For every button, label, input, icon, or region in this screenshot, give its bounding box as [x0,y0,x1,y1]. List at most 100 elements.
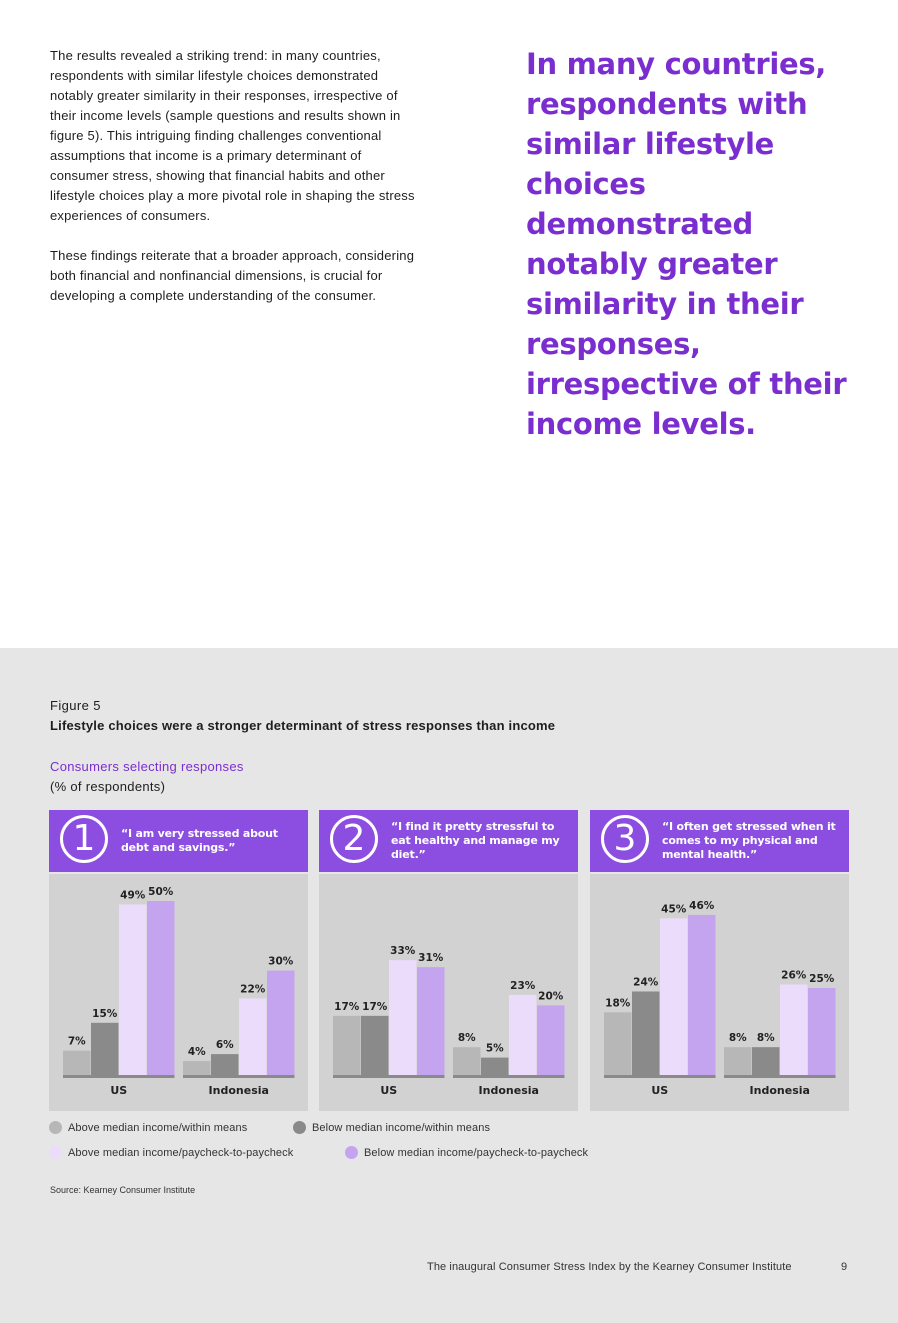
bar-indonesia-series-2 [481,1057,509,1075]
bar-indonesia-series-1 [183,1061,211,1075]
figure-unit: (% of respondents) [50,779,166,794]
intro-paragraph-2: These findings reiterate that a broader … [50,248,415,303]
axis-baseline [724,1075,836,1078]
source-note: Source: Kearney Consumer Institute [50,1185,196,1195]
data-label: 22% [240,983,266,995]
pull-quote: In many countries, respondents with simi… [526,47,847,441]
category-label: US [380,1084,397,1097]
chart-panel-1: 1 “I am very stressed about debt and sav… [49,810,308,1111]
bar-us-series-3 [119,904,147,1075]
bar-us-series-4 [417,967,445,1075]
panel-number-badge: 3 [601,815,649,863]
chart-panel-3: 3 “I often get stressed when it comes to… [590,810,849,1111]
legend-item-4: Below median income/paycheck-to-paycheck [345,1146,588,1159]
panel-question: “I am very stressed about debt and savin… [121,827,278,854]
legend-swatch [293,1121,306,1134]
category-label: US [651,1084,668,1097]
data-label: 18% [605,997,631,1009]
axis-baseline [453,1075,565,1078]
data-label: 50% [148,886,174,898]
data-label: 24% [633,976,659,988]
bar-indonesia-series-3 [780,984,808,1075]
data-label: 25% [809,973,835,985]
bar-us-series-2 [91,1022,119,1075]
chart-area: 17% 17% 33% 31% US 8% 5% 23% 20% Indonesia [319,874,578,1111]
data-label: 17% [362,1001,388,1013]
chart-panel-header: 2 “I find it pretty stressful to eat hea… [319,810,578,872]
figure-title: Lifestyle choices were a stronger determ… [50,718,556,733]
bar-us-series-1 [604,1012,632,1075]
chart-area: 18% 24% 45% 46% US 8% 8% 26% 25% Indonesia [590,874,849,1111]
category-label: US [110,1084,127,1097]
bar-us-series-3 [660,918,688,1075]
data-label: 30% [268,956,294,968]
data-label: 31% [418,952,444,964]
panel-question: “I find it pretty stressful to eat healt… [391,820,560,861]
bar-indonesia-series-1 [724,1047,752,1075]
data-label: 6% [216,1039,234,1051]
legend-item-1: Above median income/within means [49,1121,247,1134]
panel-number-badge: 1 [60,815,108,863]
data-label: 26% [781,970,807,982]
data-label: 5% [486,1043,504,1055]
page-number: 9 [841,1261,848,1273]
footer-title: The inaugural Consumer Stress Index by t… [427,1261,792,1273]
bar-chart: 18%24% 45% 46% US 8% 8% 26% 25% Indonesia [604,900,836,1097]
legend-swatch [49,1146,62,1159]
axis-baseline [63,1075,175,1078]
data-label: 8% [458,1032,476,1044]
bar-indonesia-series-1 [453,1047,481,1075]
bar-us-series-2 [361,1015,389,1075]
legend-item-2: Below median income/within means [293,1121,490,1134]
bar-indonesia-series-2 [752,1047,780,1075]
legend-swatch [49,1121,62,1134]
data-label: 23% [510,980,536,992]
bar-indonesia-series-3 [509,994,537,1075]
legend-label: Below median income/within means [312,1121,491,1134]
data-label: 45% [661,903,687,915]
legend-label: Above median income/within means [68,1121,248,1134]
axis-baseline [604,1075,716,1078]
data-label: 7% [68,1036,86,1048]
data-label: 4% [188,1046,206,1058]
axis-baseline [183,1075,295,1078]
bar-indonesia-series-3 [239,998,267,1075]
data-label: 33% [390,945,416,957]
bar-chart: 7% 15% 49% 50% US 4% 6% 22% 30% Indonesia [63,886,295,1097]
bar-indonesia-series-2 [211,1054,239,1075]
category-label: Indonesia [479,1084,539,1097]
legend-label: Above median income/paycheck-to-paycheck [68,1146,294,1159]
category-label: Indonesia [209,1084,269,1097]
data-label: 8% [757,1032,775,1044]
legend-label: Below median income/paycheck-to-paycheck [364,1146,589,1159]
bar-us-series-3 [389,960,417,1075]
data-label: 17% [334,1001,360,1013]
bar-chart: 17% 17% 33%31% US 8% 5% 23%20% Indonesia [333,945,565,1097]
data-label: 20% [538,990,564,1002]
legend-item-3: Above median income/paycheck-to-paycheck [49,1146,293,1159]
figure-label: Figure 5 [50,698,101,713]
bar-us-series-4 [688,914,716,1075]
data-label: 46% [689,900,715,912]
bar-us-series-1 [333,1015,361,1075]
intro-text: The results revealed a striking trend: i… [50,46,422,326]
bar-us-series-1 [63,1050,91,1075]
chart-area: 7% 15% 49% 50% US 4% 6% 22% 30% Indonesia [49,874,308,1111]
category-label: Indonesia [750,1084,810,1097]
axis-baseline [333,1075,445,1078]
chart-panel-2: 2 “I find it pretty stressful to eat hea… [319,810,578,1111]
bar-us-series-4 [147,901,175,1075]
data-label: 8% [729,1032,747,1044]
figure-section: Figure 5 Lifestyle choices were a strong… [0,648,898,1323]
figure-subtitle: Consumers selecting responses [50,759,244,774]
panel-number-badge: 2 [330,815,378,863]
legend-swatch [345,1146,358,1159]
bar-us-series-2 [632,991,660,1075]
chart-panel-header: 3 “I often get stressed when it comes to… [590,810,849,872]
panel-question: “I often get stressed when it comes to m… [662,820,836,861]
bar-indonesia-series-4 [267,970,295,1075]
chart-panel-header: 1 “I am very stressed about debt and sav… [49,810,308,872]
bar-indonesia-series-4 [537,1005,565,1075]
bar-indonesia-series-4 [808,988,836,1075]
data-label: 15% [92,1008,118,1020]
